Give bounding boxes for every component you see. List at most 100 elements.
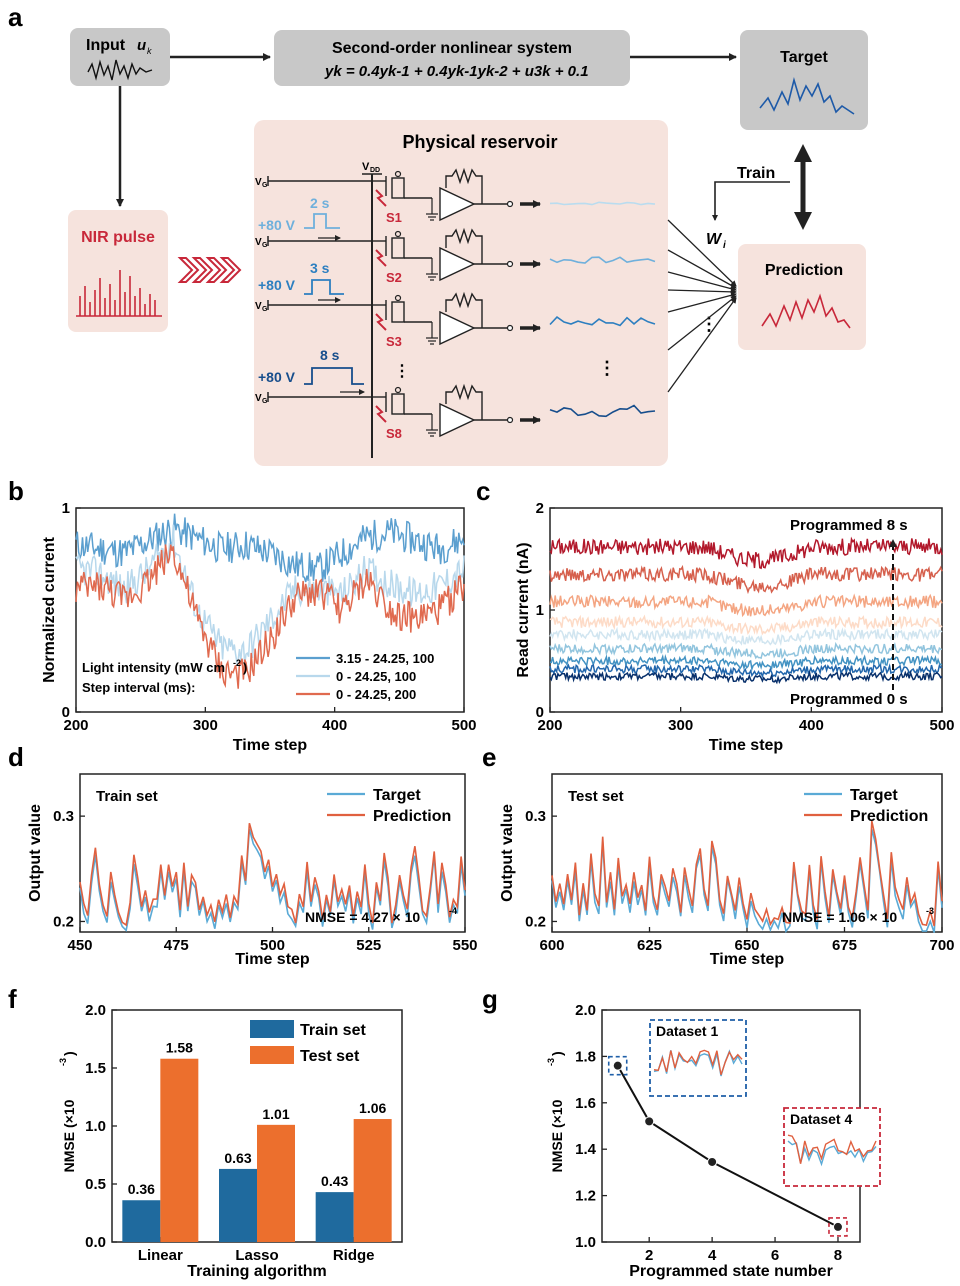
x-tick-label: 8: [834, 1247, 842, 1264]
y-tick-label: 0: [536, 704, 544, 721]
bar: [353, 1119, 392, 1242]
x-tick-label: 300: [668, 717, 693, 734]
data-point: [707, 1156, 718, 1167]
x-tick-label: 400: [322, 717, 347, 734]
vertical-dots: ⋮: [598, 358, 616, 378]
y-tick-label: 1.8: [575, 1048, 596, 1065]
pulse-dur-1: 2 s: [310, 195, 330, 211]
output-node: [506, 200, 514, 208]
readout-arrows: [667, 219, 737, 393]
y-axis-label-sup: -3: [58, 1058, 68, 1066]
vg-label: V: [255, 301, 262, 312]
chart-d: d 450 475 500 525 550 0.2 0.3 Time step Output va…: [8, 742, 478, 968]
panel-label-f: f: [8, 984, 17, 1014]
panel-label-c: c: [476, 476, 490, 506]
legend-entry: Train set: [300, 1022, 366, 1039]
x-tick-label: Ridge: [333, 1247, 375, 1264]
y-tick-label: 0.2: [525, 913, 546, 930]
plot-frame: [75, 507, 465, 713]
y-axis-label-end: ): [549, 1051, 565, 1056]
inset-label: Dataset 1: [656, 1023, 718, 1039]
op-amp: [439, 246, 476, 282]
bar-data-label: 0.36: [128, 1181, 155, 1197]
input-box: Input u k: [70, 28, 170, 86]
inset-prediction-line: [787, 1134, 877, 1164]
panel-label-d: d: [8, 742, 24, 772]
series-line: [75, 524, 465, 665]
x-tick-label: 500: [929, 717, 954, 734]
y-tick-label: 0.3: [525, 808, 546, 825]
chart-g: g 2 4 6 8 1.0 1.2 1.4 1.6 1.8 2.0 Programmed state …: [482, 984, 881, 1280]
transistor-body: [391, 237, 405, 259]
chart-b: b 200 300 400 500 0 1 Time step Normalized curre…: [8, 476, 477, 754]
x-tick-label: 200: [63, 717, 88, 734]
y-tick-label: 1.5: [85, 1060, 106, 1077]
x-tick-label: 300: [193, 717, 218, 734]
x-tick-label: 2: [645, 1247, 653, 1264]
x-axis-label: Time step: [233, 737, 308, 754]
prediction-box: Prediction: [738, 244, 866, 350]
panel-label-a: a: [8, 2, 23, 32]
nmse-label: NMSE = 4.27 × 10: [305, 909, 420, 925]
highlight-box: [607, 1055, 628, 1076]
y-tick-label: 2.0: [575, 1002, 596, 1019]
system-title: Second-order nonlinear system: [332, 40, 572, 57]
vdd-sub: DD: [370, 167, 380, 174]
y-tick-label: 1.6: [575, 1095, 596, 1112]
input-var: u: [137, 37, 146, 54]
panel-label-e: e: [482, 742, 496, 772]
bar-data-label: 1.06: [359, 1100, 386, 1116]
channel-label: S2: [386, 270, 402, 285]
series-line: [75, 544, 465, 689]
target-label: Target: [780, 49, 828, 66]
nmse-line: [616, 1065, 839, 1228]
feedback-resistor: [445, 167, 483, 204]
prediction-line: [79, 822, 466, 927]
output-node: [506, 416, 514, 424]
vg-sub: G: [262, 182, 268, 189]
series-line: [75, 513, 465, 583]
y-tick-label: 0.3: [53, 808, 74, 825]
series-line: [549, 536, 943, 570]
weight-sub: i: [723, 240, 726, 251]
y-tick-label: 1.2: [575, 1188, 596, 1205]
x-tick-label: 525: [356, 937, 381, 954]
series-line: [549, 614, 943, 636]
input-sub: k: [147, 46, 152, 56]
bar-data-label: 1.58: [166, 1040, 193, 1056]
x-tick-label: Linear: [138, 1247, 183, 1264]
system-box: Second-order nonlinear system yk = 0.4yk…: [274, 30, 630, 86]
chevron-arrows-icon: [177, 257, 242, 283]
y-tick-label: 1.0: [85, 1118, 106, 1135]
legend-entry: 3.15 - 24.25, 100: [336, 651, 434, 666]
vg-label: V: [255, 237, 262, 248]
y-axis-label: Read current (nA): [515, 542, 532, 677]
prediction-signal: [761, 293, 851, 329]
bar: [219, 1168, 257, 1242]
highlight-box: [828, 1217, 848, 1237]
legend-entry: 0 - 24.25, 100: [336, 669, 416, 684]
chart-c: c 200 300 400 500 0 1 2 Time step Read current (n…: [476, 476, 955, 754]
y-axis-label: Output value: [499, 804, 516, 902]
transistor-body: [391, 177, 405, 199]
target-box: Target: [740, 30, 868, 130]
x-axis-label: Training algorithm: [187, 1263, 327, 1280]
x-tick-label: 700: [929, 937, 954, 954]
legend-title-end: ): [243, 660, 247, 675]
x-tick-label: 475: [164, 937, 189, 954]
train-label: Train: [737, 165, 775, 182]
x-tick-label: 500: [451, 717, 476, 734]
y-tick-label: 1: [62, 500, 70, 517]
pulse-amp-1: +80 V: [258, 217, 296, 233]
x-tick-label: 625: [637, 937, 662, 954]
legend-subtitle: Step interval (ms):: [82, 680, 195, 695]
light-icon: [375, 249, 387, 267]
set-label: Test set: [568, 788, 624, 805]
chart-e: e 600 625 650 675 700 0.2 0.3 Time step Output va…: [482, 742, 955, 968]
data-point: [644, 1116, 655, 1127]
vg-sub: G: [262, 398, 268, 405]
legend-swatch: [250, 1046, 294, 1064]
light-icon: [375, 313, 387, 331]
channel-signal: [549, 256, 656, 264]
